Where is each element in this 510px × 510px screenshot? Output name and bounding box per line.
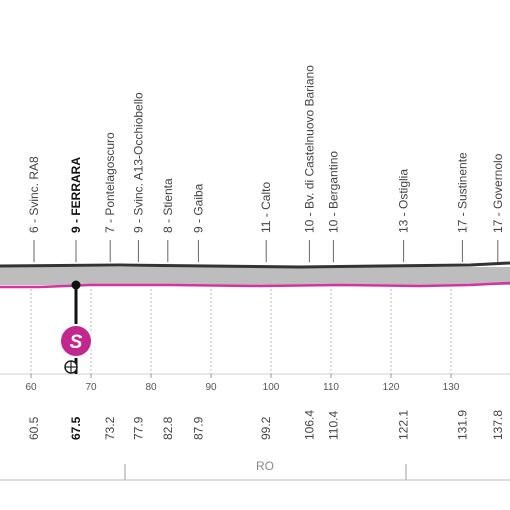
place-km: 77.9	[131, 416, 145, 440]
region-strip: RO	[0, 459, 510, 481]
axis-tick-label: 60	[25, 382, 37, 393]
place-km: 106.4	[302, 410, 316, 440]
place-name: 17 - Sustinente	[455, 152, 469, 233]
terrain-band	[0, 267, 510, 285]
place-km: 73.2	[103, 416, 117, 440]
road-line	[0, 261, 510, 269]
place-name: 10 - Bergantino	[326, 151, 340, 233]
km-axis: 60 70 80 90 100 110 120 130	[25, 374, 460, 393]
place-labels: 6 - Svinc. RA8 9 - FERRARA 7 - Pontelagosc…	[27, 65, 505, 262]
region-label: RO	[256, 459, 274, 473]
place-name: 10 - Bv. di Castelnuovo Bariano	[302, 65, 316, 233]
place-km: 137.8	[491, 410, 505, 440]
place-name: 8 - Stienta	[161, 178, 175, 233]
place-km: 122.1	[397, 410, 411, 440]
axis-tick-label: 80	[145, 382, 157, 393]
place-name: 6 - Svinc. RA8	[27, 156, 41, 233]
place-km: 67.5	[69, 416, 83, 440]
place-name: 9 - FERRARA	[69, 157, 83, 233]
place-km: 99.2	[259, 416, 273, 440]
place-km: 131.9	[455, 410, 469, 440]
place-name: 9 - Svinc. A13-Occhiobello	[131, 92, 145, 233]
start-marker: S	[59, 280, 93, 374]
place-name: 13 - Ostiglia	[397, 169, 411, 233]
place-name: 11 - Calto	[259, 182, 273, 233]
axis-tick-label: 120	[383, 382, 400, 393]
place-name: 9 - Gaiba	[191, 183, 205, 233]
place-km: 60.5	[27, 416, 41, 440]
axis-tick-label: 100	[263, 382, 280, 393]
axis-tick-label: 110	[323, 382, 339, 393]
start-icon-label: S	[70, 332, 83, 353]
axis-tick-label: 90	[205, 382, 217, 393]
axis-tick-label: 70	[85, 382, 97, 393]
profile-line	[0, 281, 510, 289]
marker-dot	[71, 280, 81, 290]
km-values: 60.5 67.5 73.2 77.9 82.8 87.9 99.2 106.4 110.4 12…	[27, 410, 505, 440]
place-name: 17 - Governolo	[491, 153, 505, 233]
place-km: 82.8	[161, 416, 175, 440]
place-name: 7 - Pontelagoscuro	[103, 132, 117, 233]
axis-tick-label: 130	[443, 382, 460, 393]
place-km: 87.9	[191, 416, 205, 440]
place-km: 110.4	[326, 411, 340, 440]
start-icon	[59, 324, 93, 358]
